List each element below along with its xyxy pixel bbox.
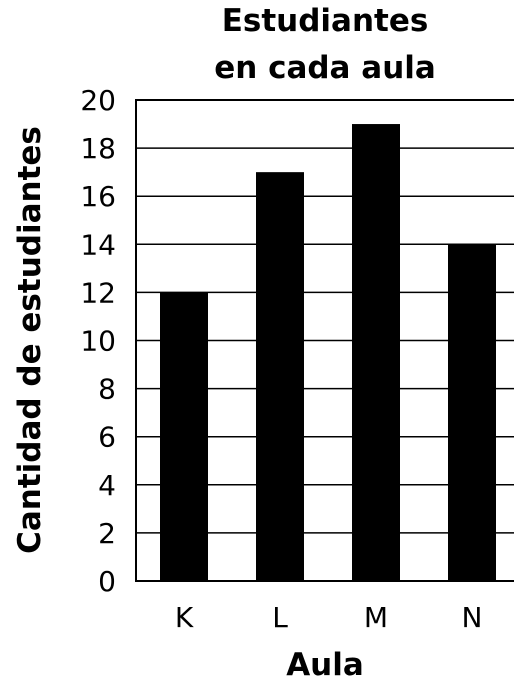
y-tick-label: 0 [98,565,116,598]
y-tick-label: 20 [80,84,116,117]
bar-l [256,172,304,581]
y-tick-label: 18 [80,132,116,165]
y-tick-label: 4 [98,469,116,502]
y-tick-label: 12 [80,276,116,309]
chart-title-line-2: en cada aula [214,50,436,86]
y-tick-label: 14 [80,228,116,261]
x-tick-label: M [364,601,388,634]
y-tick-label: 10 [80,325,116,358]
y-tick-label: 16 [80,180,116,213]
bar-n [448,244,496,582]
y-tick-labels: 0 2 4 6 8 10 12 14 16 18 20 [80,84,116,598]
x-tick-label: L [272,601,288,634]
bars [160,124,496,582]
y-tick-label: 8 [98,373,116,406]
x-tick-label: N [462,601,483,634]
y-tick-label: 6 [98,421,116,454]
bar-m [352,124,400,582]
x-tick-labels: K L M N [175,601,483,634]
chart-title-line-1: Estudiantes [222,3,429,39]
x-axis-title: Aula [286,647,364,683]
y-axis-title: Cantidad de estudiantes [12,126,48,554]
x-tick-label: K [175,601,194,634]
bar-k [160,292,208,581]
plot-frame [135,99,514,582]
y-tick-label: 2 [98,517,116,550]
